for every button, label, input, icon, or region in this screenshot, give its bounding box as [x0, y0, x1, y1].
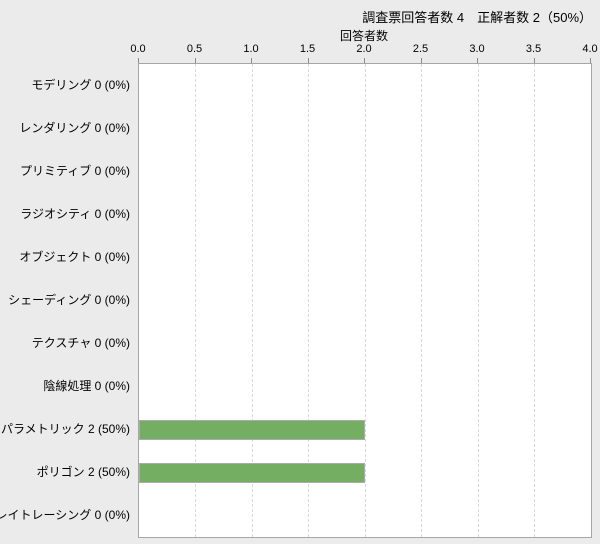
plot-area: [138, 63, 592, 538]
bar: [139, 462, 365, 483]
category-label: モデリング 0 (0%): [31, 78, 130, 92]
chart-title: 調査票回答者数 4 正解者数 2（50%）: [362, 10, 592, 25]
x-tick-mark: [194, 58, 196, 63]
x-axis-title: 回答者数: [339, 29, 388, 43]
category-label: パラメトリック 2 (50%): [1, 422, 130, 436]
x-tick-mark: [251, 58, 252, 63]
x-axis-tick-marks: [0, 58, 600, 63]
category-label: ラジオシティ 0 (0%): [20, 207, 130, 221]
x-tick-label: 4.0: [582, 43, 598, 55]
x-tick-label: 3.5: [525, 43, 542, 55]
bar: [139, 419, 365, 440]
x-tick-label: 3.0: [469, 43, 485, 55]
x-tick-label: 2.0: [356, 43, 372, 55]
gridline: [477, 64, 479, 537]
x-axis-tick-labels: 0.0 0.5 1.0 1.5 2.0 2.5 3.0 3.5 4.0: [0, 43, 600, 57]
x-tick-label: 0.0: [130, 43, 146, 55]
gridline: [364, 64, 366, 537]
x-tick-label: 2.5: [412, 43, 429, 55]
x-tick-label: 1.5: [299, 43, 316, 55]
gridline: [421, 64, 422, 537]
category-label: オブジェクト 0 (0%): [19, 250, 130, 264]
category-label: 陰線処理 0 (0%): [43, 379, 130, 393]
x-tick-mark: [477, 58, 478, 63]
x-tick-label: 0.5: [186, 43, 203, 55]
gridline: [534, 64, 535, 537]
category-label: シェーディング 0 (0%): [8, 293, 130, 307]
category-label: レイトレーシング 0 (0%): [0, 508, 130, 522]
category-label: テクスチャ 0 (0%): [31, 336, 130, 350]
x-tick-mark: [138, 58, 139, 63]
x-tick-mark: [533, 58, 535, 63]
category-label: プリミティブ 0 (0%): [20, 164, 130, 178]
x-tick-mark: [420, 58, 422, 63]
gridline: [195, 64, 196, 537]
gridline: [251, 64, 253, 537]
x-tick-mark: [307, 58, 309, 63]
x-tick-label: 1.0: [243, 43, 259, 55]
category-label: ポリゴン 2 (50%): [36, 465, 130, 479]
category-label: レンダリング 0 (0%): [19, 121, 130, 135]
x-tick-mark: [590, 58, 591, 63]
x-tick-mark: [364, 58, 365, 63]
gridline: [308, 64, 309, 537]
